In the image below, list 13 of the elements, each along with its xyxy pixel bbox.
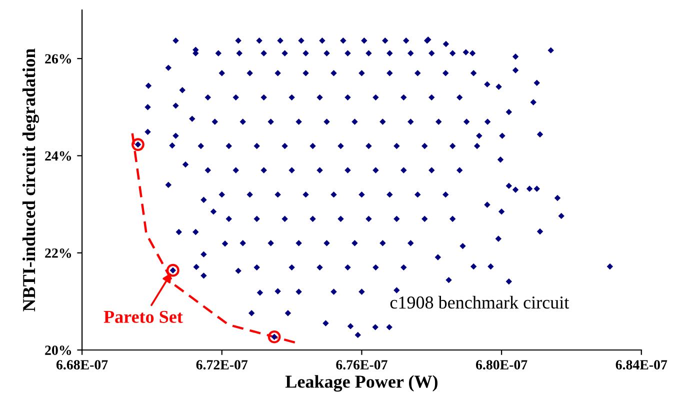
- x-axis-title: Leakage Power (W): [285, 375, 438, 392]
- y-tick-label: 20%: [45, 346, 72, 355]
- y-tick-label: 22%: [45, 248, 72, 258]
- annotation: c1908 benchmark circuit: [390, 296, 570, 309]
- x-tick-label: 6.72E-07: [196, 360, 248, 370]
- annotation: Pareto Set: [104, 310, 183, 323]
- x-tick-label: 6.84E-07: [616, 360, 668, 370]
- x-tick-label: 6.80E-07: [476, 360, 528, 370]
- x-tick-label: 6.76E-07: [336, 360, 388, 370]
- y-tick-label: 24%: [45, 151, 72, 161]
- y-axis-title: NBTI-induced circuit degradation: [22, 48, 39, 312]
- y-tick-label: 26%: [45, 54, 72, 64]
- x-tick-label: 6.68E-07: [56, 360, 108, 370]
